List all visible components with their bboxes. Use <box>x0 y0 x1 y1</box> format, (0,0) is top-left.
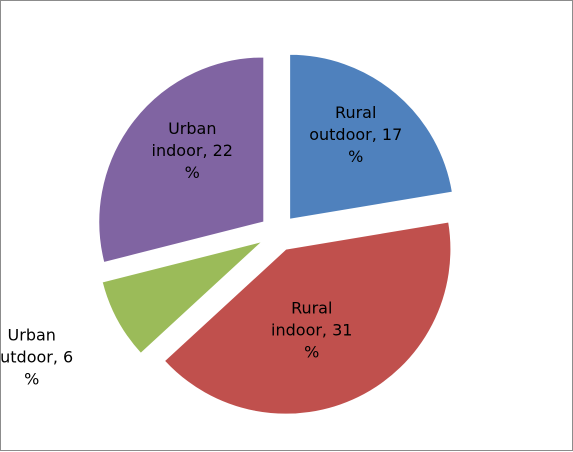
slice-label-line: Urban <box>168 119 216 138</box>
slice-label-line: % <box>304 343 319 362</box>
pie-slice-rural-outdoor <box>289 53 453 220</box>
pie-slice-rural-indoor <box>163 221 452 415</box>
pie-slice-urban-outdoor <box>101 241 263 355</box>
slice-label-line: % <box>185 163 200 182</box>
slice-label-line: outdoor, 17 <box>309 125 402 144</box>
pie-slice-urban-indoor <box>98 56 265 264</box>
slice-label-rural-indoor: Rural indoor, 31% <box>271 299 352 362</box>
slice-label-line: Rural <box>291 299 332 318</box>
slice-label-line: indoor, 31 <box>271 321 352 340</box>
slice-label-line: Urban <box>8 325 56 344</box>
slice-label-rural-outdoor: Rural outdoor, 17% <box>309 103 402 166</box>
slice-label-urban-indoor: Urban indoor, 22% <box>152 119 233 182</box>
slice-label-line: % <box>24 369 39 388</box>
slice-label-urban-outdoor: Urban outdoor, 6% <box>1 325 73 388</box>
slice-label-line: % <box>348 147 363 166</box>
slice-label-line: indoor, 22 <box>152 141 233 160</box>
slice-label-line: outdoor, 6 <box>1 347 73 366</box>
slice-label-line: Rural <box>335 103 376 122</box>
